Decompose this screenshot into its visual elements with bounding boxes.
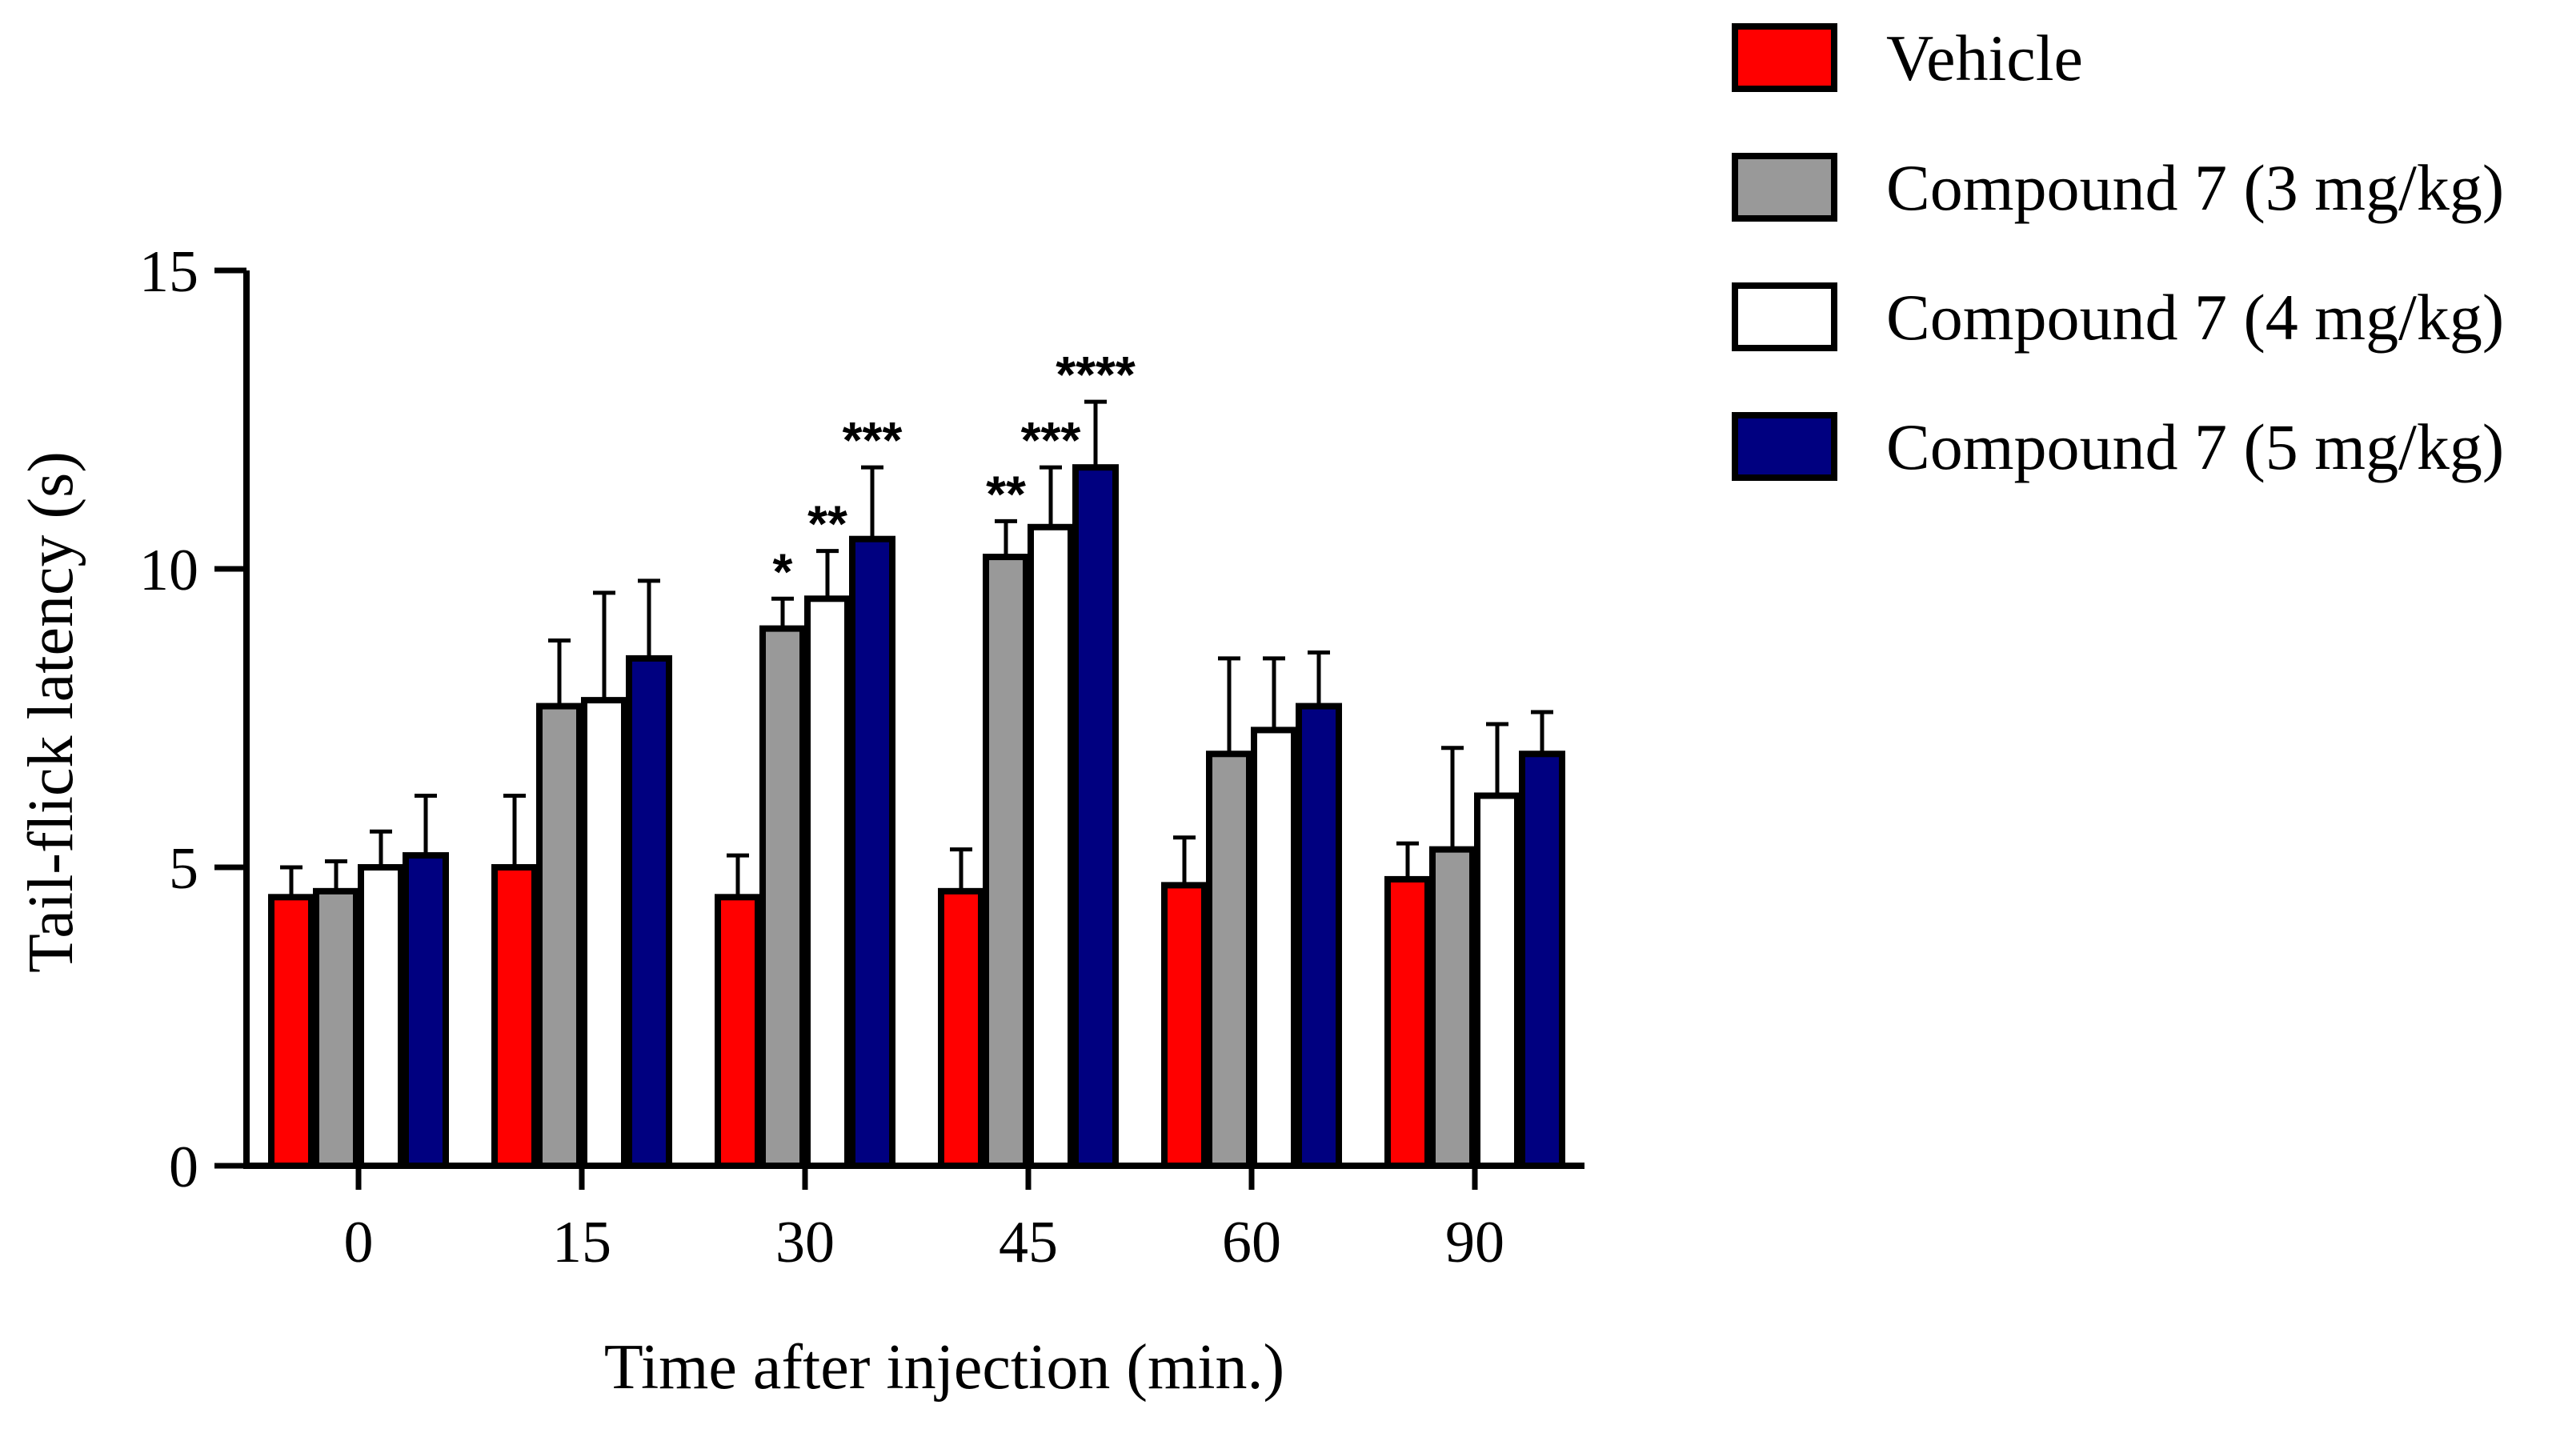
x-tick-label: 0 [344,1210,374,1275]
bar [938,887,984,1169]
bar [1384,875,1431,1170]
bar [759,625,806,1169]
y-tick-label: 10 [139,538,198,603]
legend-swatch [1732,282,1837,351]
x-tick-label: 15 [552,1210,611,1275]
significance-label: ** [807,495,847,553]
bar [313,887,359,1169]
bar [581,697,627,1169]
bar [849,535,895,1169]
bar [1028,523,1074,1169]
bar [1429,846,1476,1169]
y-tick-label: 0 [169,1135,198,1200]
legend-label: Compound 7 (5 mg/kg) [1886,410,2504,483]
significance-label: ** [986,465,1026,522]
x-tick-label: 45 [999,1210,1058,1275]
legend-label: Vehicle [1886,22,2083,94]
bar [983,554,1029,1169]
legend-swatch [1732,412,1837,481]
bar [1206,751,1252,1169]
y-tick-label: 5 [169,836,198,902]
x-tick-label: 30 [775,1210,835,1275]
bar [1251,727,1297,1169]
bar [1519,751,1565,1169]
axes: 0 15 30 45 60 90 0 5 10 15 [139,239,1584,1275]
bar [626,654,672,1169]
bar [1474,792,1520,1169]
significance-label: *** [1021,411,1081,469]
bar [1296,702,1342,1169]
x-tick-label: 60 [1222,1210,1281,1275]
x-axis-label: Time after injection (min.) [604,1332,1284,1403]
bar [358,864,404,1169]
significance-label: *** [843,411,903,469]
significance-label: **** [1056,346,1136,403]
legend-swatch [1732,23,1837,92]
legend-swatch [1732,153,1837,222]
significance-label: * [773,542,793,600]
bar [1161,882,1208,1169]
bar [1072,464,1119,1169]
legend: Vehicle Compound 7 (3 mg/kg) Compound 7 (4… [1732,22,2504,483]
legend-label: Compound 7 (4 mg/kg) [1886,281,2504,354]
y-tick-label: 15 [139,239,198,305]
bar [536,702,583,1169]
bar [715,894,761,1170]
bar [491,864,538,1169]
x-tick-label: 90 [1445,1210,1504,1275]
bar [403,852,449,1169]
y-axis-label: Tail-flick latency (s) [16,451,86,973]
legend-label: Compound 7 (3 mg/kg) [1886,151,2504,224]
bar [804,595,851,1169]
bar [268,894,314,1170]
plot-area: *************** [268,346,1565,1170]
